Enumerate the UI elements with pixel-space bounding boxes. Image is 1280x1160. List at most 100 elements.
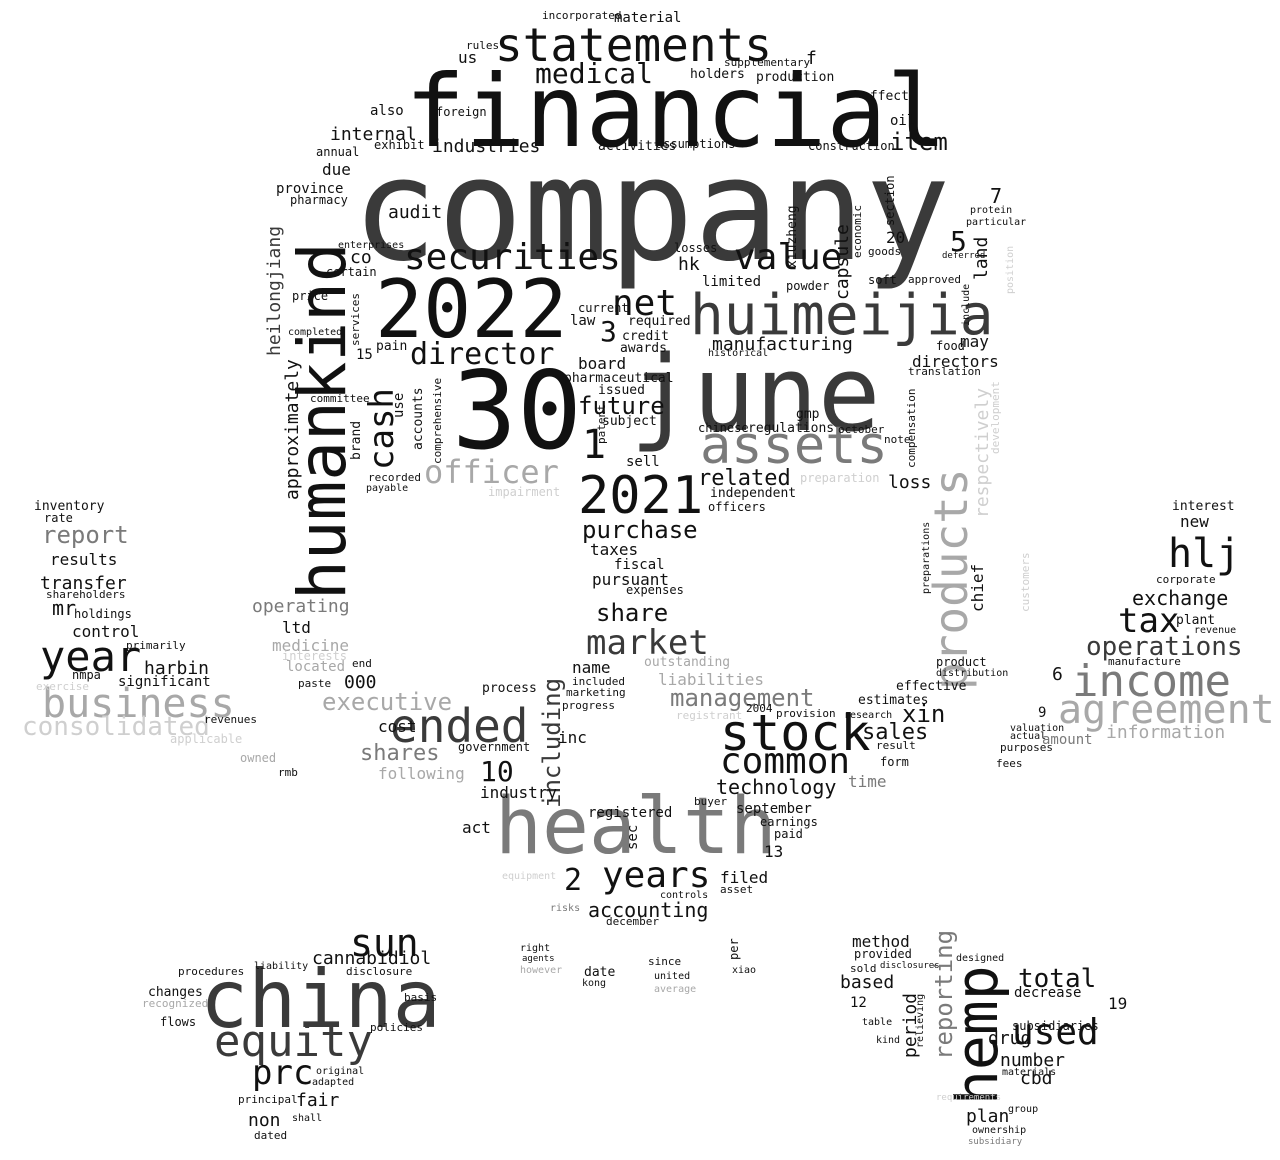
word-registrant: registrant <box>676 710 742 721</box>
word-pain: pain <box>376 340 407 353</box>
word-incorporated: incorporated <box>542 10 621 21</box>
word-loss: loss <box>888 474 931 492</box>
word-decrease: decrease <box>1014 986 1081 1000</box>
word-name: name <box>572 660 611 676</box>
word-xiao: xiao <box>732 966 756 976</box>
word-ltd: ltd <box>282 620 311 636</box>
word-act: act <box>462 820 491 836</box>
word-form: form <box>880 756 909 768</box>
word-liabilities: liabilities <box>658 672 764 688</box>
word-expenses: expenses <box>626 584 684 596</box>
word-9: 9 <box>1038 706 1046 720</box>
word-officers: officers <box>708 501 766 513</box>
word-hk: hk <box>678 256 700 274</box>
word-section: section <box>884 175 896 226</box>
word-table: table <box>862 1018 892 1028</box>
word-development: development <box>990 381 1001 454</box>
word-food: food <box>936 340 965 352</box>
word-disclosures: disclosures <box>880 962 940 971</box>
word-historical: historical <box>708 349 768 359</box>
word-effect: effect <box>862 90 909 103</box>
word-results: results <box>50 552 117 568</box>
word-preparation: preparation <box>800 472 879 484</box>
word-10: 10 <box>480 758 514 786</box>
word-kind: kind <box>876 1036 900 1046</box>
word-12: 12 <box>850 996 867 1010</box>
word-purposes: purposes <box>1000 742 1053 753</box>
word-plan: plan <box>966 1108 1009 1126</box>
word-f: f <box>806 50 817 68</box>
word-following: following <box>378 766 465 782</box>
word-7: 7 <box>990 186 1002 206</box>
word-fees: fees <box>996 758 1023 769</box>
word-translation: translation <box>908 366 981 377</box>
word-sell: sell <box>626 455 660 469</box>
word-basis: basis <box>404 992 437 1003</box>
word-customers: customers <box>1020 552 1031 612</box>
word-result: result <box>876 740 916 751</box>
word-protein: protein <box>970 206 1012 216</box>
word-since: since <box>648 956 681 967</box>
word-capsule: capsule <box>834 224 852 300</box>
word-owned: owned <box>240 752 276 764</box>
word-september: september <box>736 802 812 816</box>
word-services: services <box>350 293 361 346</box>
word-holdings: holdings <box>74 608 132 620</box>
word-revenue: revenue <box>1194 626 1236 636</box>
word-ownership: ownership <box>972 1126 1026 1136</box>
word-years: years <box>602 858 710 894</box>
word-cost: cost <box>378 719 417 735</box>
word-3: 3 <box>600 318 617 346</box>
word-law: law <box>570 314 595 328</box>
word-kong: kong <box>582 979 606 989</box>
word-subsidiary: subsidiary <box>968 1138 1022 1147</box>
word-end: end <box>352 658 372 669</box>
word-exchange: exchange <box>1132 588 1228 608</box>
word-october: october <box>838 424 884 435</box>
word-6: 6 <box>1052 666 1063 684</box>
word-fiscal: fiscal <box>614 558 665 572</box>
word-report: report <box>42 523 129 547</box>
word-use: use <box>392 393 406 418</box>
word-us: us <box>458 50 477 66</box>
word-primarily: primarily <box>126 640 186 651</box>
word-exercise: exercise <box>36 681 89 692</box>
word-2004: 2004 <box>746 703 773 714</box>
word-product: product <box>936 656 987 668</box>
word-audit: audit <box>388 204 442 222</box>
word-paid: paid <box>774 828 803 840</box>
word-average: average <box>654 985 696 995</box>
word-paste: paste <box>298 678 331 689</box>
word-pharmacy: pharmacy <box>290 194 348 206</box>
word-exhibit: exhibit <box>374 139 425 151</box>
word-relieving: relieving <box>916 994 926 1048</box>
word-compensation: compensation <box>906 389 917 468</box>
word-original: original <box>316 1067 364 1077</box>
word-gmp: gmp <box>796 408 819 421</box>
word-20: 20 <box>886 230 905 246</box>
word-chief: chief <box>970 564 986 612</box>
word-information: information <box>1106 724 1225 742</box>
word-required: required <box>628 315 691 328</box>
word-asset: asset <box>720 884 753 895</box>
word-process: process <box>482 682 537 695</box>
word-liability: liability <box>254 962 308 972</box>
word-medical: medical <box>535 60 653 88</box>
word-note: note <box>884 434 911 445</box>
word-rate: rate <box>44 512 73 524</box>
word-effective: effective <box>896 680 966 693</box>
word-officer: officer <box>424 456 559 488</box>
word-dated: dated <box>254 1130 287 1141</box>
word-significant: significant <box>118 675 211 689</box>
word-approved: approved <box>908 274 961 285</box>
word-purchase: purchase <box>582 518 698 542</box>
word-share: share <box>596 601 668 625</box>
word-item: item <box>890 130 948 154</box>
word-brand: brand <box>350 421 363 460</box>
word-registered: registered <box>588 806 672 820</box>
word-agents: agents <box>522 955 555 964</box>
word-director: director <box>410 340 555 370</box>
word-committee: committee <box>310 393 370 404</box>
word-sold: sold <box>850 963 877 974</box>
